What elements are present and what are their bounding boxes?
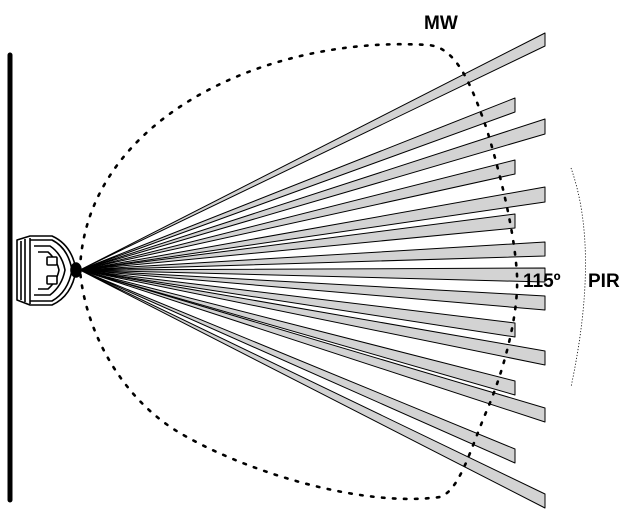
- pir-beam: [79, 97, 516, 271]
- pir-beam: [79, 269, 516, 396]
- pir-beam: [79, 241, 546, 271]
- sensor-mount-bottom: [46, 275, 58, 285]
- pir-beam: [79, 269, 546, 509]
- mw-label: MW: [424, 13, 458, 34]
- pir-beam: [79, 267, 546, 283]
- pir-beam: [79, 269, 516, 338]
- pir-angle-arc: [570, 167, 586, 388]
- pir-angle-label: 115º: [523, 271, 561, 292]
- pir-beam-fan: [79, 32, 546, 509]
- pir-beam: [79, 213, 516, 271]
- pir-beam: [79, 269, 546, 423]
- sensor-mount-top: [46, 256, 58, 266]
- pir-beam: [79, 118, 546, 271]
- sensor-lens: [70, 262, 82, 278]
- pir-beam: [79, 269, 546, 311]
- motion-sensor-device: [16, 235, 82, 306]
- pir-beam: [79, 32, 546, 271]
- pir-beam: [79, 269, 516, 464]
- pir-label: PIR: [588, 271, 620, 292]
- pir-beam: [79, 269, 546, 366]
- pir-beam: [79, 186, 546, 271]
- pir-beam: [79, 159, 516, 271]
